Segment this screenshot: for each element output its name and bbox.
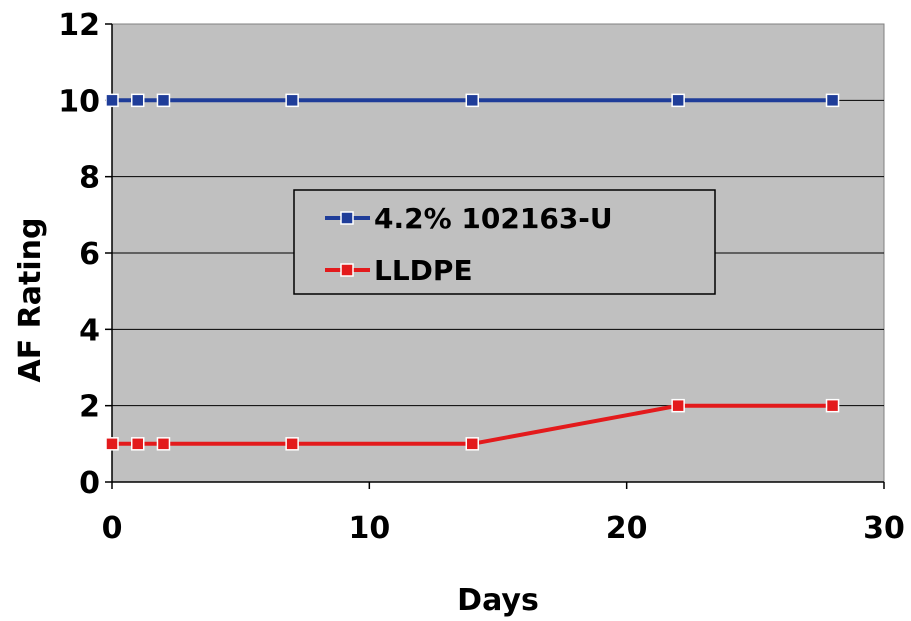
legend-swatch-marker-0 — [340, 211, 354, 225]
data-point-0-2 — [156, 93, 171, 108]
data-point-1-6 — [825, 398, 840, 413]
data-point-1-3 — [285, 437, 299, 451]
y-tick-labels: 0 2 4 6 8 10 12 — [58, 8, 100, 501]
series-1 — [105, 398, 840, 451]
series-0 — [105, 93, 840, 108]
y-tick-label-12: 12 — [58, 8, 100, 43]
legend-box — [293, 189, 716, 295]
data-point-1-0 — [105, 437, 119, 451]
legend-label-1: LLDPE — [374, 254, 473, 287]
series-group — [105, 93, 840, 451]
data-point-0-6 — [825, 93, 840, 108]
data-point-0-3 — [285, 93, 299, 108]
legend-item-1: LLDPE — [325, 254, 473, 287]
legend-swatch-marker-1 — [340, 263, 354, 277]
data-point-1-2 — [156, 437, 171, 451]
y-axis-title: AF Rating — [13, 218, 48, 383]
x-tick-labels: 0 10 20 30 — [102, 511, 905, 546]
data-point-0-0 — [105, 93, 119, 108]
y-tick-label-4: 4 — [79, 313, 100, 348]
data-point-0-5 — [671, 93, 685, 108]
legend-item-0: 4.2% 102163-U — [325, 202, 613, 235]
data-point-1-5 — [671, 398, 685, 413]
data-point-0-1 — [130, 93, 145, 108]
y-tick-label-0: 0 — [79, 466, 100, 501]
y-tick-label-10: 10 — [58, 84, 100, 119]
data-point-0-4 — [465, 93, 480, 108]
x-tick-label-30: 30 — [863, 511, 905, 546]
x-tick-label-20: 20 — [606, 511, 648, 546]
y-tick-label-8: 8 — [79, 161, 100, 196]
data-point-1-4 — [465, 437, 480, 451]
legend-label-0: 4.2% 102163-U — [374, 202, 613, 235]
data-point-1-1 — [130, 437, 145, 451]
legend: 4.2% 102163-U LLDPE — [293, 189, 716, 295]
y-tick-label-6: 6 — [79, 237, 100, 272]
x-axis-title: Days — [457, 583, 539, 618]
x-tick-label-10: 10 — [348, 511, 390, 546]
x-tick-label-0: 0 — [102, 511, 123, 546]
y-tick-label-2: 2 — [79, 390, 100, 425]
